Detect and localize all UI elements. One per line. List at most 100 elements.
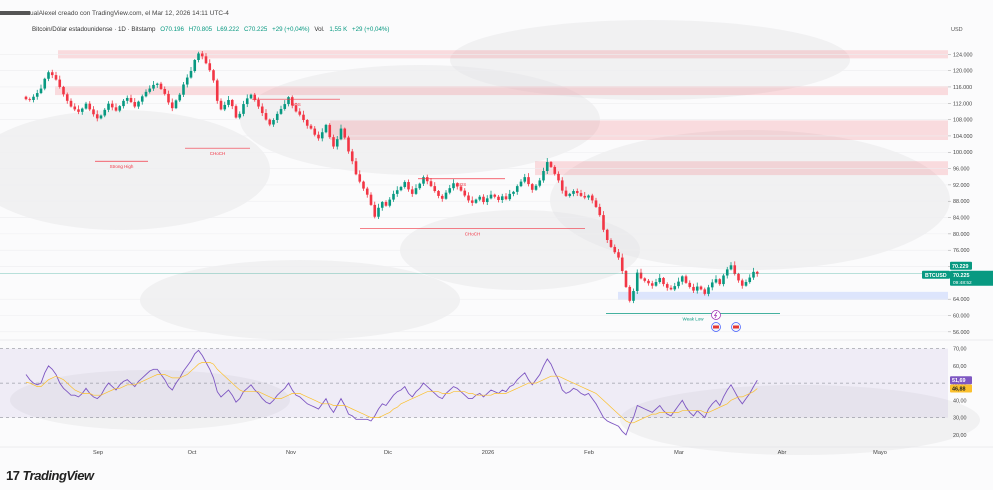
candle-80[interactable] xyxy=(324,124,328,133)
candle-149[interactable] xyxy=(583,195,587,198)
candle-92[interactable] xyxy=(369,194,373,205)
candle-120[interactable] xyxy=(474,199,478,203)
candle-176[interactable] xyxy=(684,276,688,283)
candle-76[interactable] xyxy=(309,125,313,129)
candle-44[interactable] xyxy=(189,71,193,78)
candle-11[interactable] xyxy=(65,94,69,101)
candle-167[interactable] xyxy=(650,283,654,286)
candle-151[interactable] xyxy=(590,195,594,201)
candle-102[interactable] xyxy=(407,182,410,190)
candle-68[interactable] xyxy=(279,108,283,114)
candle-64[interactable] xyxy=(264,113,268,120)
candle-9[interactable] xyxy=(58,79,62,87)
candle-177[interactable] xyxy=(688,282,692,287)
candle-91[interactable] xyxy=(365,188,369,195)
candle-35[interactable] xyxy=(155,83,159,85)
candle-116[interactable] xyxy=(459,186,463,191)
candle-153[interactable] xyxy=(598,206,602,216)
candle-129[interactable] xyxy=(508,193,512,200)
candle-13[interactable] xyxy=(73,106,77,110)
candle-133[interactable] xyxy=(523,177,527,182)
candle-130[interactable] xyxy=(512,191,515,194)
candle-190[interactable] xyxy=(737,273,740,281)
candle-123[interactable] xyxy=(485,198,489,203)
candle-34[interactable] xyxy=(152,84,155,89)
candle-7[interactable] xyxy=(50,72,54,76)
us-flag-icon[interactable] xyxy=(711,322,721,332)
candle-38[interactable] xyxy=(167,93,170,103)
candle-126[interactable] xyxy=(497,196,500,200)
candle-141[interactable] xyxy=(553,166,557,174)
candle-111[interactable] xyxy=(440,195,444,199)
candle-168[interactable] xyxy=(654,282,658,286)
candle-97[interactable] xyxy=(388,199,392,206)
candle-115[interactable] xyxy=(455,183,459,187)
candle-50[interactable] xyxy=(212,70,215,81)
candle-55[interactable] xyxy=(230,100,234,107)
candle-29[interactable] xyxy=(133,102,137,107)
candle-23[interactable] xyxy=(110,103,114,108)
candle-94[interactable] xyxy=(377,207,380,217)
candle-79[interactable] xyxy=(320,132,324,139)
candle-45[interactable] xyxy=(193,60,197,72)
candle-181[interactable] xyxy=(703,289,707,294)
candle-134[interactable] xyxy=(527,177,530,185)
candle-3[interactable] xyxy=(35,93,39,97)
candle-189[interactable] xyxy=(733,265,737,274)
candle-107[interactable] xyxy=(425,177,429,182)
candle-39[interactable] xyxy=(170,102,174,109)
candle-74[interactable] xyxy=(302,114,305,120)
candle-47[interactable] xyxy=(200,53,204,57)
candle-57[interactable] xyxy=(238,113,242,118)
candle-25[interactable] xyxy=(118,106,122,111)
candle-150[interactable] xyxy=(587,195,590,198)
candle-119[interactable] xyxy=(470,200,474,203)
candle-40[interactable] xyxy=(174,100,178,109)
candle-10[interactable] xyxy=(62,86,65,95)
candle-113[interactable] xyxy=(448,188,452,193)
candle-41[interactable] xyxy=(178,94,182,101)
candle-106[interactable] xyxy=(422,177,425,184)
candle-152[interactable] xyxy=(594,200,598,207)
candle-112[interactable] xyxy=(444,192,448,199)
candle-164[interactable] xyxy=(639,272,643,279)
candle-78[interactable] xyxy=(317,134,320,139)
candle-77[interactable] xyxy=(313,128,317,135)
candle-1[interactable] xyxy=(28,99,32,100)
candle-60[interactable] xyxy=(249,94,253,99)
candle-136[interactable] xyxy=(534,185,538,190)
candle-46[interactable] xyxy=(197,53,200,60)
candle-17[interactable] xyxy=(88,103,92,110)
candle-2[interactable] xyxy=(32,96,35,100)
candle-154[interactable] xyxy=(602,215,605,230)
candle-186[interactable] xyxy=(722,275,725,285)
candle-143[interactable] xyxy=(560,180,564,191)
candle-178[interactable] xyxy=(692,286,695,291)
candle-171[interactable] xyxy=(665,284,669,288)
candle-144[interactable] xyxy=(564,190,568,196)
candle-14[interactable] xyxy=(77,109,80,112)
candle-16[interactable] xyxy=(84,103,88,109)
candle-109[interactable] xyxy=(433,186,437,192)
candle-6[interactable] xyxy=(47,72,50,79)
candle-32[interactable] xyxy=(144,91,148,97)
candle-162[interactable] xyxy=(632,291,635,301)
candle-99[interactable] xyxy=(395,190,399,194)
candle-19[interactable] xyxy=(95,114,99,119)
candle-195[interactable] xyxy=(755,271,759,274)
candle-0[interactable] xyxy=(24,96,28,100)
candle-5[interactable] xyxy=(43,78,47,89)
candle-71[interactable] xyxy=(290,97,294,106)
candle-169[interactable] xyxy=(658,277,662,283)
candle-61[interactable] xyxy=(253,94,257,100)
candle-59[interactable] xyxy=(245,98,249,105)
candle-184[interactable] xyxy=(714,279,718,283)
candle-137[interactable] xyxy=(538,180,542,186)
candle-140[interactable] xyxy=(549,162,553,167)
candle-20[interactable] xyxy=(99,115,103,119)
candle-163[interactable] xyxy=(635,272,639,292)
candle-166[interactable] xyxy=(647,280,650,284)
candle-28[interactable] xyxy=(129,97,133,103)
candle-15[interactable] xyxy=(80,108,84,112)
